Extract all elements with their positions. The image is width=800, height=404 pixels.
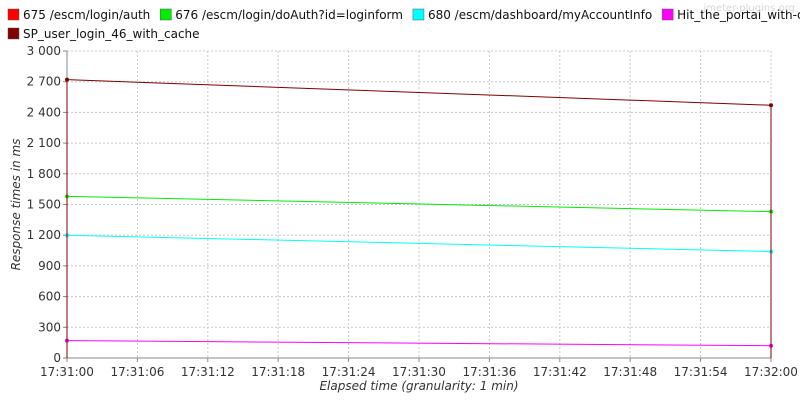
y-tick-label: 1 800 bbox=[27, 167, 61, 181]
series-line-3 bbox=[66, 234, 772, 253]
x-tick-label: 17:31:42 bbox=[533, 365, 587, 379]
x-tick-label: 17:31:06 bbox=[110, 365, 164, 379]
y-tick-label: 900 bbox=[38, 259, 61, 273]
series-point bbox=[65, 77, 69, 82]
y-tick-label: 0 bbox=[53, 351, 61, 365]
x-tick-label: 17:31:12 bbox=[181, 365, 235, 379]
y-axis-label: Response times in ms bbox=[9, 139, 23, 271]
y-tick-label: 600 bbox=[38, 290, 61, 304]
x-tick-label: 17:32:00 bbox=[744, 365, 798, 379]
x-tick-label: 17:31:18 bbox=[251, 365, 305, 379]
y-tick-label: 2 100 bbox=[27, 136, 61, 150]
legend-swatch bbox=[7, 27, 20, 40]
legend-swatch bbox=[7, 8, 20, 21]
legend-label: 676 /escm/login/doAuth?id=loginform bbox=[175, 8, 403, 22]
x-tick-label: 17:31:36 bbox=[462, 365, 516, 379]
axes: 0 300 600 900 1 200 1 500 1 800 2 100 2 400 2 700… bbox=[27, 44, 798, 379]
grid bbox=[67, 50, 772, 358]
x-tick-label: 17:31:48 bbox=[603, 365, 657, 379]
y-tick-label: 1 500 bbox=[27, 198, 61, 212]
series-line-4 bbox=[66, 340, 772, 347]
x-tick-label: 17:31:00 bbox=[40, 365, 94, 379]
x-axis-label: Elapsed time (granularity: 1 min) bbox=[319, 379, 518, 393]
series-group bbox=[65, 77, 773, 358]
legend-swatch bbox=[412, 8, 425, 21]
y-tick-label: 3 000 bbox=[27, 44, 61, 58]
legend-swatch bbox=[160, 8, 172, 21]
x-tick-label: 17:31:54 bbox=[674, 365, 728, 379]
series-line-5 bbox=[66, 79, 772, 106]
y-tick-label: 300 bbox=[38, 320, 61, 334]
y-tick-label: 2 700 bbox=[27, 75, 61, 89]
legend-label: Hit_the_portal_with-cache bbox=[677, 8, 800, 22]
legend-label: 675 /escm/login/auth bbox=[23, 8, 150, 22]
legend-label: 680 /escm/dashboard/myAccountInfo bbox=[428, 8, 652, 22]
legend-swatch bbox=[661, 8, 674, 21]
x-tick-label: 17:31:30 bbox=[392, 365, 446, 379]
watermark: jmeter-plugins.org bbox=[702, 3, 795, 14]
series-line-2 bbox=[66, 195, 772, 213]
y-tick-label: 1 200 bbox=[27, 228, 61, 242]
legend: 675 /escm/login/auth 676 /escm/login/doAu… bbox=[7, 8, 800, 41]
y-tick-label: 2 400 bbox=[27, 105, 61, 119]
legend-label: SP_user_login_46_with_cache bbox=[23, 27, 200, 41]
x-tick-label: 17:31:24 bbox=[322, 365, 376, 379]
series-point bbox=[769, 103, 773, 108]
